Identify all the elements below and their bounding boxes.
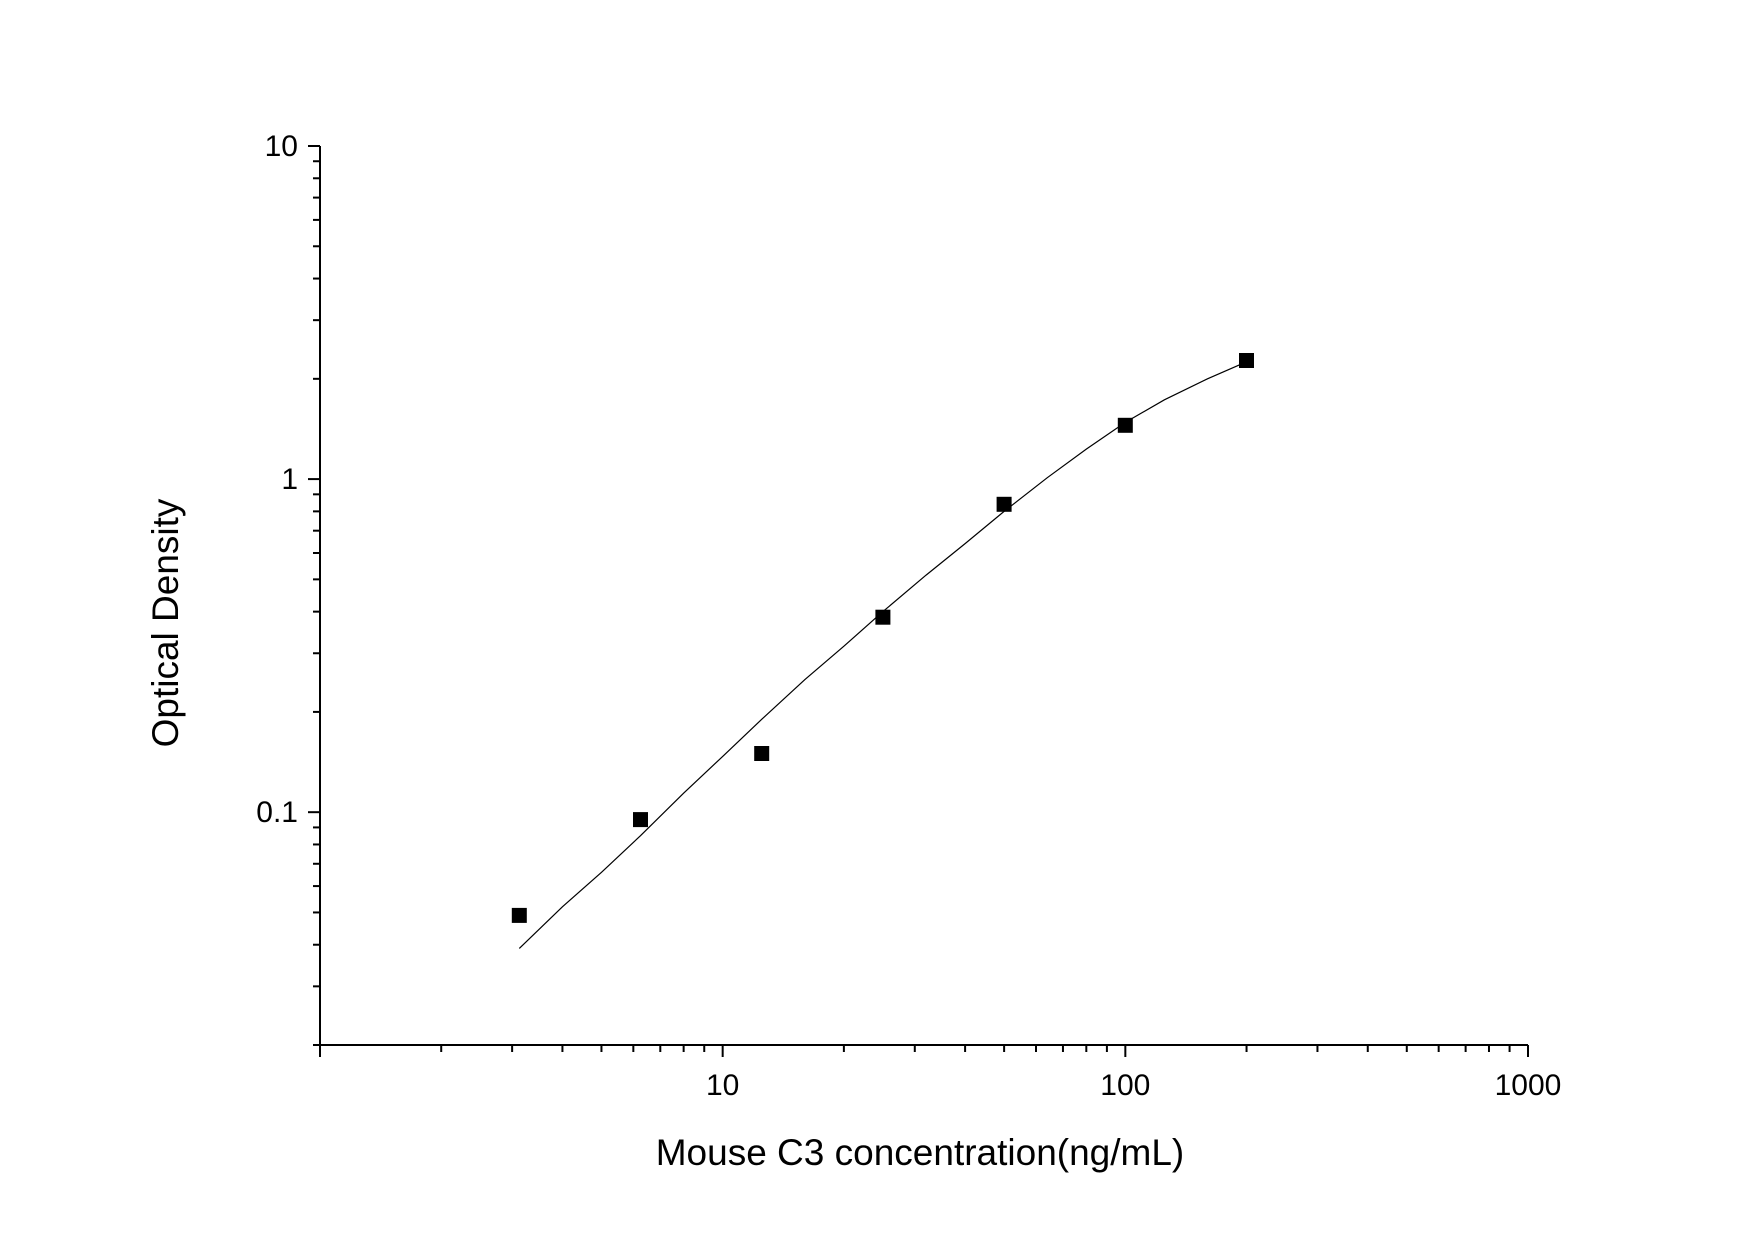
axes [319, 146, 1528, 1046]
y-tick-label: 10 [265, 130, 298, 163]
y-tick-label: 0.1 [256, 796, 298, 829]
x-tick-label: 10 [706, 1069, 739, 1102]
x-tick-label: 1000 [1495, 1069, 1562, 1102]
data-point [1117, 417, 1133, 433]
fit-curve [518, 361, 1247, 949]
data-point [996, 496, 1012, 512]
y-tick-label: 1 [281, 463, 298, 496]
x-axis-title: Mouse C3 concentration(ng/mL) [656, 1132, 1185, 1173]
data-point [511, 907, 527, 923]
tick-labels: 10 100 1000 0.1 1 10 [256, 130, 1561, 1102]
data-point [633, 812, 648, 828]
x-tick-label: 100 [1100, 1069, 1150, 1102]
data-point [754, 746, 770, 761]
data-point [875, 609, 891, 625]
y-axis-title: Optical Density [145, 498, 186, 747]
ticks [308, 145, 1529, 1057]
data-points [511, 353, 1254, 923]
data-point [1239, 353, 1254, 368]
